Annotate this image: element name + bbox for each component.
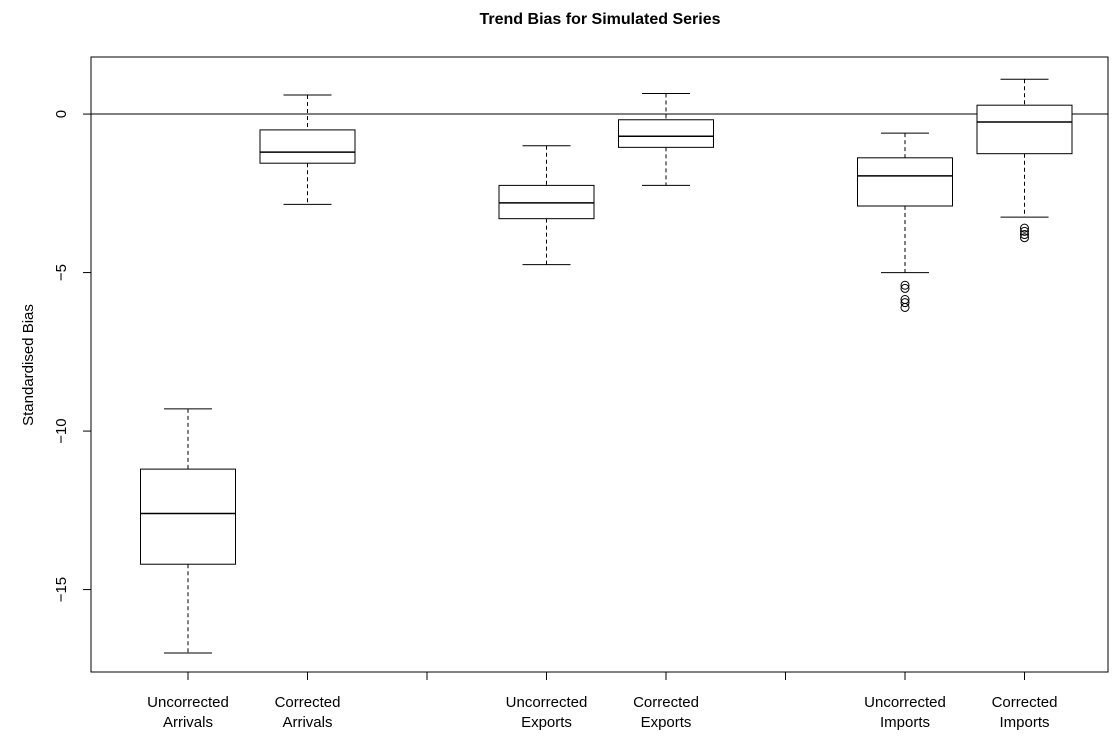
x-tick-label: Exports	[641, 714, 692, 731]
iqr-box	[976, 104, 1073, 155]
x-tick-label: Corrected	[992, 694, 1058, 711]
outlier-point	[900, 283, 910, 293]
x-tick-label: Arrivals	[282, 714, 332, 731]
iqr-box	[140, 468, 236, 565]
box-corrected-arrivals	[259, 94, 356, 205]
x-tick-label: Uncorrected	[506, 694, 588, 711]
y-axis: 0 −5 −10 −15	[53, 110, 91, 602]
iqr-box	[618, 119, 714, 148]
box-corrected-exports	[618, 92, 714, 186]
y-tick-label: 0	[53, 110, 70, 118]
boxes-layer	[91, 78, 1108, 654]
outlier-point	[1020, 226, 1029, 236]
y-tick-label: −15	[53, 577, 70, 602]
box-uncorrected-arrivals	[140, 408, 236, 654]
x-tick-label: Imports	[880, 714, 930, 731]
iqr-box	[857, 157, 953, 207]
x-tick-label: Uncorrected	[864, 694, 946, 711]
y-tick-label: −10	[53, 418, 70, 443]
box-uncorrected-imports	[857, 132, 953, 312]
x-tick-label: Exports	[521, 714, 572, 731]
outlier-point	[1020, 233, 1029, 243]
x-tick-label: Corrected	[275, 694, 341, 711]
y-tick-label: −5	[53, 264, 70, 281]
chart-title: Trend Bias for Simulated Series	[480, 11, 721, 28]
outlier-point	[900, 298, 910, 308]
outlier-point	[1020, 223, 1029, 233]
box-uncorrected-exports	[498, 145, 595, 266]
box-corrected-imports	[976, 78, 1073, 243]
x-tick-label: Arrivals	[163, 714, 213, 731]
y-axis-label: Standardised Bias	[20, 304, 37, 426]
iqr-box	[498, 184, 595, 220]
x-tick-label: Uncorrected	[147, 694, 229, 711]
plot-frame	[90, 56, 1109, 673]
x-tick-label: Imports	[999, 714, 1049, 731]
x-tick-label: Corrected	[633, 694, 699, 711]
x-axis: Uncorrected Arrivals Corrected Arrivals Unco…	[147, 672, 1057, 731]
outlier-point	[1020, 230, 1029, 240]
iqr-box	[259, 129, 356, 164]
outlier-point	[900, 302, 910, 312]
outlier-point	[900, 280, 910, 290]
